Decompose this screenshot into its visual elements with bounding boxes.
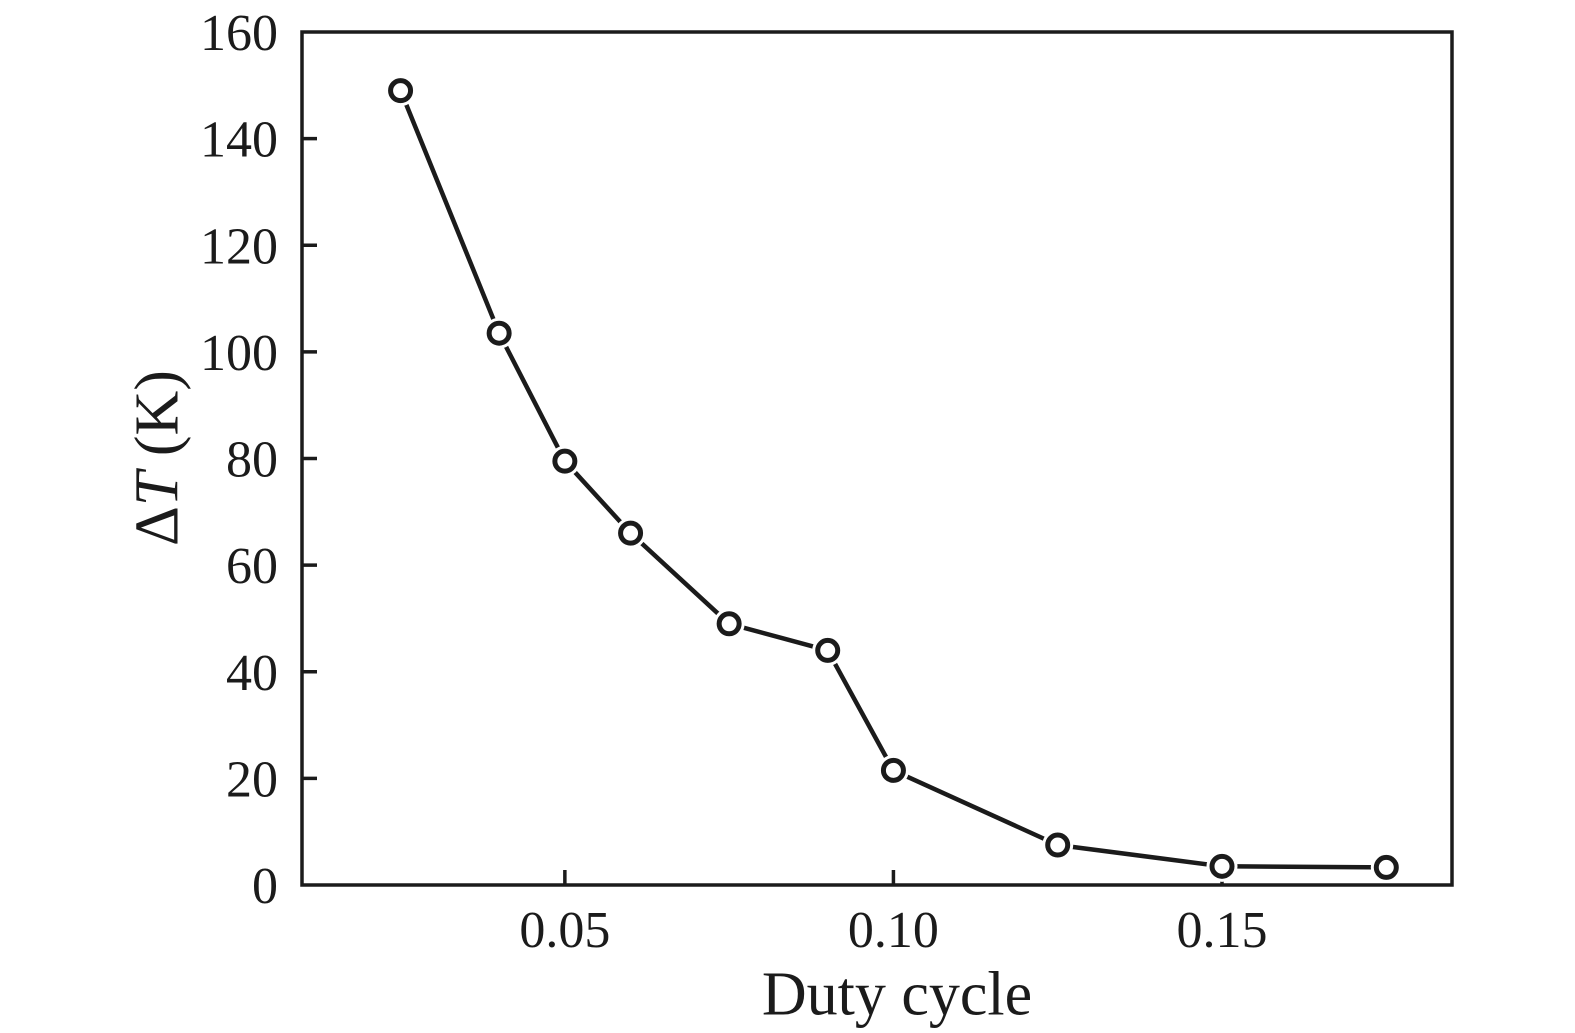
y-tick-label: 120 <box>200 218 278 275</box>
data-point-marker <box>486 320 512 346</box>
y-tick-label: 140 <box>200 112 278 169</box>
data-point-marker <box>716 611 742 637</box>
x-tick-label: 0.15 <box>1177 902 1268 959</box>
y-axis-title-variable: T <box>123 471 192 507</box>
plot-border <box>300 30 1454 887</box>
y-tick-label: 40 <box>226 645 278 702</box>
data-point-marker <box>552 448 578 474</box>
y-axis-title-delta: Δ <box>123 506 192 546</box>
y-tick-label: 20 <box>226 751 278 808</box>
x-axis-title: Duty cycle <box>761 960 1033 1029</box>
data-point-marker <box>1045 832 1071 858</box>
x-tick-label: 0.10 <box>848 902 939 959</box>
data-point-marker <box>1373 854 1399 880</box>
x-tick-label: 0.05 <box>519 902 610 959</box>
data-point-marker <box>618 520 644 546</box>
data-series-line <box>398 88 1389 870</box>
data-point-marker <box>1209 853 1235 879</box>
data-point-marker <box>815 637 841 663</box>
data-point-marker <box>388 78 414 104</box>
y-axis-title: ΔT (K) <box>123 370 194 546</box>
y-tick-label: 100 <box>200 325 278 382</box>
y-tick-label: 160 <box>200 5 278 62</box>
y-tick-label: 80 <box>226 432 278 489</box>
y-tick-label: 60 <box>226 538 278 595</box>
data-point-marker <box>880 757 906 783</box>
y-axis-title-units: (K) <box>123 370 192 472</box>
y-tick-label: 0 <box>252 858 278 915</box>
